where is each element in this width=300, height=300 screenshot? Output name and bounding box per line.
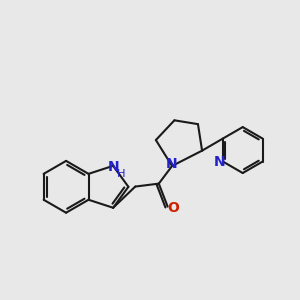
Text: H: H (117, 169, 126, 179)
Text: N: N (214, 154, 225, 169)
Text: N: N (107, 160, 119, 174)
Text: O: O (168, 201, 179, 215)
Text: N: N (166, 157, 177, 171)
